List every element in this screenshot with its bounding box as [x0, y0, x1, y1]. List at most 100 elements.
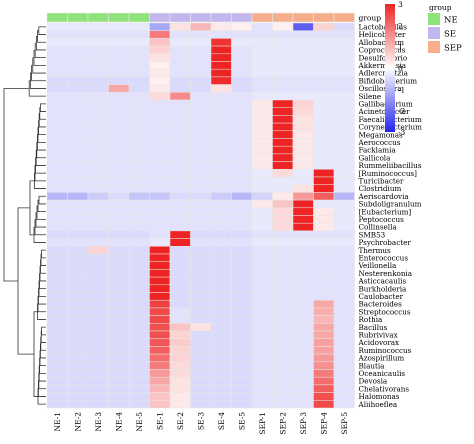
- heatmap-cell: [87, 53, 109, 62]
- column-label: NE-3: [94, 412, 103, 432]
- heatmap-cell: [108, 38, 130, 47]
- heatmap-cell: [128, 376, 150, 386]
- heatmap-cell: [87, 22, 109, 31]
- heatmap-cell: [149, 138, 171, 147]
- heatmap-cell: [108, 199, 130, 209]
- heatmap-cell: [128, 246, 150, 255]
- heatmap-cell: [231, 215, 253, 224]
- heatmap-cell: [292, 261, 314, 270]
- color-scale-tick-label: 1: [398, 43, 403, 52]
- heatmap-cell: [46, 22, 68, 31]
- heatmap-cell: [87, 45, 109, 55]
- heatmap-cell: [190, 99, 212, 108]
- column-label: NE-5: [135, 412, 144, 432]
- heatmap-cell: [313, 45, 335, 55]
- heatmap-cell: [272, 207, 294, 216]
- heatmap-cell: [87, 161, 109, 170]
- color-scale-tick-label: -1: [398, 85, 405, 94]
- row-label: Coprococcus: [359, 46, 406, 55]
- row-label: Caulobacter: [359, 292, 404, 301]
- heatmap-cell: [46, 361, 68, 370]
- heatmap-cell: [251, 246, 273, 255]
- heatmap-cell: [87, 76, 109, 85]
- heatmap-cell: [210, 76, 232, 85]
- heatmap-cell: [251, 369, 273, 378]
- heatmap-cell: [67, 161, 89, 170]
- heatmap-cell: [190, 138, 212, 147]
- heatmap-cell: [251, 38, 273, 47]
- heatmap-cell: [313, 138, 335, 147]
- heatmap-cell: [46, 292, 68, 301]
- heatmap-cell: [292, 199, 314, 209]
- heatmap-cell: [108, 45, 130, 55]
- heatmap-cell: [67, 192, 89, 201]
- heatmap-cell: [313, 99, 335, 108]
- heatmap-cell: [169, 130, 191, 139]
- heatmap-cell: [231, 84, 253, 93]
- heatmap-cell: [46, 130, 68, 139]
- heatmap-cell: [251, 161, 273, 170]
- heatmap-cell: [292, 315, 314, 324]
- heatmap-cell: [128, 269, 150, 278]
- heatmap-cell: [108, 338, 130, 347]
- heatmap-cell: [292, 169, 314, 178]
- heatmap-cell: [272, 400, 294, 409]
- heatmap-cell: [67, 145, 89, 155]
- heatmap-cell: [210, 130, 232, 139]
- heatmap-cell: [272, 122, 294, 132]
- heatmap-cell: [313, 122, 335, 132]
- heatmap-cell: [272, 184, 294, 193]
- heatmap-cell: [149, 346, 171, 355]
- heatmap-cell: [231, 284, 253, 293]
- heatmap-cell: [272, 115, 294, 124]
- heatmap-cell: [292, 153, 314, 162]
- heatmap-cell: [272, 338, 294, 347]
- heatmap-cell: [333, 369, 355, 378]
- heatmap-cell: [149, 323, 171, 332]
- heatmap-cell: [169, 207, 191, 216]
- heatmap-cell: [46, 400, 68, 409]
- heatmap-cell: [108, 99, 130, 108]
- heatmap-cell: [210, 361, 232, 370]
- heatmap-cell: [67, 84, 89, 93]
- heatmap-cell: [333, 376, 355, 386]
- heatmap-cell: [292, 253, 314, 262]
- heatmap-cell: [108, 392, 130, 401]
- heatmap-cell: [292, 400, 314, 409]
- heatmap-cell: [210, 92, 232, 101]
- heatmap-cell: [292, 76, 314, 85]
- heatmap-cell: [108, 192, 130, 201]
- heatmap-cell: [108, 222, 130, 232]
- heatmap-cell: [190, 269, 212, 278]
- heatmap-cell: [210, 299, 232, 309]
- heatmap-cell: [169, 253, 191, 262]
- column-label: SEP-3: [299, 412, 308, 435]
- heatmap-cell: [149, 145, 171, 155]
- heatmap-cell: [87, 184, 109, 193]
- heatmap-cell: [210, 30, 232, 39]
- heatmap-cell: [313, 400, 335, 409]
- heatmap-cell: [251, 61, 273, 70]
- heatmap-cell: [108, 68, 130, 78]
- heatmap-cell: [108, 122, 130, 132]
- heatmap-cell: [67, 376, 89, 386]
- heatmap-cell: [313, 299, 335, 309]
- row-label: [Eubacterium]: [359, 207, 412, 216]
- heatmap-cell: [231, 392, 253, 401]
- heatmap-cells: [46, 22, 355, 409]
- heatmap-cell: [149, 384, 171, 393]
- heatmap-cell: [128, 153, 150, 162]
- heatmap-cell: [190, 292, 212, 301]
- heatmap-cell: [251, 376, 273, 386]
- heatmap-cell: [292, 376, 314, 386]
- heatmap-cell: [108, 384, 130, 393]
- row-label: Helicobacter: [359, 30, 407, 39]
- heatmap-cell: [149, 22, 171, 31]
- heatmap-cell: [108, 92, 130, 101]
- heatmap-cell: [169, 338, 191, 347]
- color-scale-tick-label: 0: [398, 64, 403, 73]
- heatmap-cell: [333, 130, 355, 139]
- heatmap-cell: [333, 353, 355, 363]
- heatmap-cell: [313, 199, 335, 209]
- heatmap-cell: [128, 107, 150, 116]
